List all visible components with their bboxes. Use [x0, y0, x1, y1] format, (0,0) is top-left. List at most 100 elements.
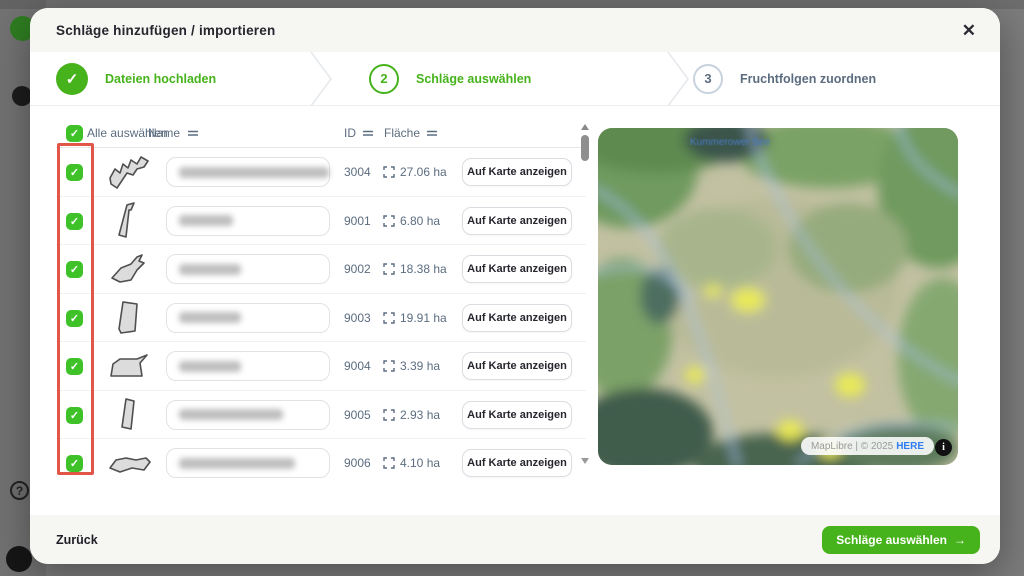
field-area: 3.39 ha	[400, 359, 441, 373]
field-id: 3004	[344, 165, 371, 179]
step-select-fields: 2 Schläge auswählen	[334, 63, 665, 94]
field-id: 9004	[344, 359, 371, 373]
close-icon[interactable]: ✕	[961, 20, 976, 40]
table-row: ✓ 9001 6.80 ha Auf Karte anzeigen	[56, 197, 586, 245]
row-checkbox[interactable]: ✓	[66, 406, 83, 424]
step-number: 2	[369, 63, 399, 94]
sidebar-profile-icon	[12, 86, 32, 106]
sort-icon[interactable]	[426, 128, 438, 138]
stepper: ✓ Dateien hochladen 2 Schläge auswählen …	[30, 51, 1000, 106]
column-header-area: Fläche	[384, 126, 421, 140]
row-checkbox[interactable]: ✓	[66, 309, 83, 327]
step-assign-crop-rotations: 3 Fruchtfolgen zuordnen	[691, 63, 1000, 94]
sort-icon[interactable]	[187, 128, 199, 138]
table-header: ✓ Alle auswählen Name ID Fläche	[56, 120, 586, 146]
blurred-name-text	[179, 166, 329, 178]
step-done-check-icon: ✓	[56, 62, 88, 95]
map-preview[interactable]: Kummerower See MapLibre | © 2025 HERE i	[598, 128, 958, 465]
field-name-input[interactable]	[166, 399, 330, 430]
field-id: 9003	[344, 310, 371, 325]
next-button-label: Schläge auswählen	[836, 532, 947, 547]
step-upload-files: ✓ Dateien hochladen	[56, 62, 308, 95]
row-checkbox[interactable]: ✓	[66, 261, 83, 278]
arrow-right-icon: →	[954, 532, 966, 547]
attribution-here-link[interactable]: HERE	[896, 440, 924, 452]
modal-title: Schläge hinzufügen / importieren	[56, 22, 276, 38]
expand-icon[interactable]	[383, 311, 395, 324]
field-name-input[interactable]	[166, 302, 330, 333]
map-attribution: MapLibre | © 2025 HERE	[800, 437, 934, 455]
sidebar-account-icon	[6, 546, 32, 572]
attribution-text: MapLibre | © 2025	[810, 440, 894, 452]
field-name-input[interactable]	[166, 351, 330, 381]
field-id: 9002	[344, 262, 371, 276]
field-name-input[interactable]	[166, 254, 330, 284]
header-divider	[56, 147, 586, 148]
table-row: ✓ 9003 19.91 ha Auf Karte anzeigen	[56, 294, 586, 342]
show-on-map-button[interactable]: Auf Karte anzeigen	[462, 400, 572, 429]
scrollbar-down-arrow-icon[interactable]	[581, 458, 589, 464]
table-row: ✓ 9006 4.10 ha Auf Karte anzeigen	[56, 439, 586, 480]
expand-icon[interactable]	[383, 457, 395, 469]
blurred-name-text	[179, 263, 241, 275]
sort-icon[interactable]	[362, 128, 374, 138]
blurred-name-text	[179, 215, 233, 226]
blurred-name-text	[179, 360, 241, 372]
field-id: 9001	[344, 213, 371, 228]
expand-icon[interactable]	[383, 408, 395, 421]
field-shape	[102, 346, 158, 386]
field-area: 6.80 ha	[400, 213, 441, 228]
select-fields-button[interactable]: Schläge auswählen →	[822, 525, 980, 554]
select-all-label[interactable]: Alle auswählen	[87, 126, 168, 140]
show-on-map-button[interactable]: Auf Karte anzeigen	[462, 352, 572, 380]
scrollbar-thumb[interactable]	[581, 135, 589, 161]
row-checkbox[interactable]: ✓	[66, 212, 83, 230]
show-on-map-button[interactable]: Auf Karte anzeigen	[462, 158, 572, 186]
show-on-map-button[interactable]: Auf Karte anzeigen	[462, 449, 572, 477]
row-checkbox[interactable]: ✓	[66, 358, 83, 375]
step-number: 3	[693, 63, 723, 94]
field-shape	[102, 152, 158, 192]
show-on-map-button[interactable]: Auf Karte anzeigen	[462, 303, 572, 332]
blurred-name-text	[179, 457, 295, 469]
field-name-input[interactable]	[166, 205, 330, 236]
column-header-id: ID	[344, 126, 356, 140]
column-header-name: Name	[148, 126, 181, 140]
field-shape	[102, 249, 158, 289]
field-shape	[102, 201, 158, 241]
field-name-input[interactable]	[166, 448, 330, 478]
help-icon: ?	[10, 481, 29, 500]
show-on-map-button[interactable]: Auf Karte anzeigen	[462, 255, 572, 283]
row-checkbox[interactable]: ✓	[66, 164, 83, 181]
field-shape	[102, 298, 158, 338]
field-name-input[interactable]	[166, 157, 330, 187]
modal-titlebar: Schläge hinzufügen / importieren ✕	[30, 8, 1000, 52]
expand-icon[interactable]	[383, 360, 395, 372]
step-separator-chevron	[310, 51, 332, 106]
row-checkbox[interactable]: ✓	[66, 455, 83, 472]
step-label: Dateien hochladen	[105, 71, 217, 86]
field-area: 19.91 ha	[400, 310, 447, 325]
scrollbar-up-arrow-icon[interactable]	[581, 124, 589, 130]
step-label: Schläge auswählen	[416, 71, 532, 86]
expand-icon[interactable]	[383, 263, 395, 275]
expand-icon[interactable]	[383, 214, 395, 227]
field-id: 9005	[344, 407, 371, 422]
select-all-checkbox[interactable]: ✓	[66, 124, 83, 142]
blurred-name-text	[179, 312, 241, 323]
expand-icon[interactable]	[383, 166, 395, 178]
field-area: 27.06 ha	[400, 165, 447, 179]
show-on-map-button[interactable]: Auf Karte anzeigen	[462, 206, 572, 235]
field-shape	[102, 395, 158, 435]
modal-footer: Zurück Schläge auswählen →	[30, 515, 1000, 564]
map-info-icon[interactable]: i	[935, 439, 952, 456]
step-separator-chevron	[667, 51, 689, 106]
import-fields-modal: Schläge hinzufügen / importieren ✕ ✓ Dat…	[30, 8, 1000, 564]
table-row: ✓ 9002 18.38 ha Auf Karte anzeigen	[56, 245, 586, 294]
map-place-label: Kummerower See	[690, 137, 771, 148]
field-area: 4.10 ha	[400, 456, 441, 470]
field-shape	[102, 443, 158, 480]
field-id: 9006	[344, 456, 371, 470]
map-satellite-image	[598, 128, 958, 465]
back-button[interactable]: Zurück	[56, 532, 98, 547]
